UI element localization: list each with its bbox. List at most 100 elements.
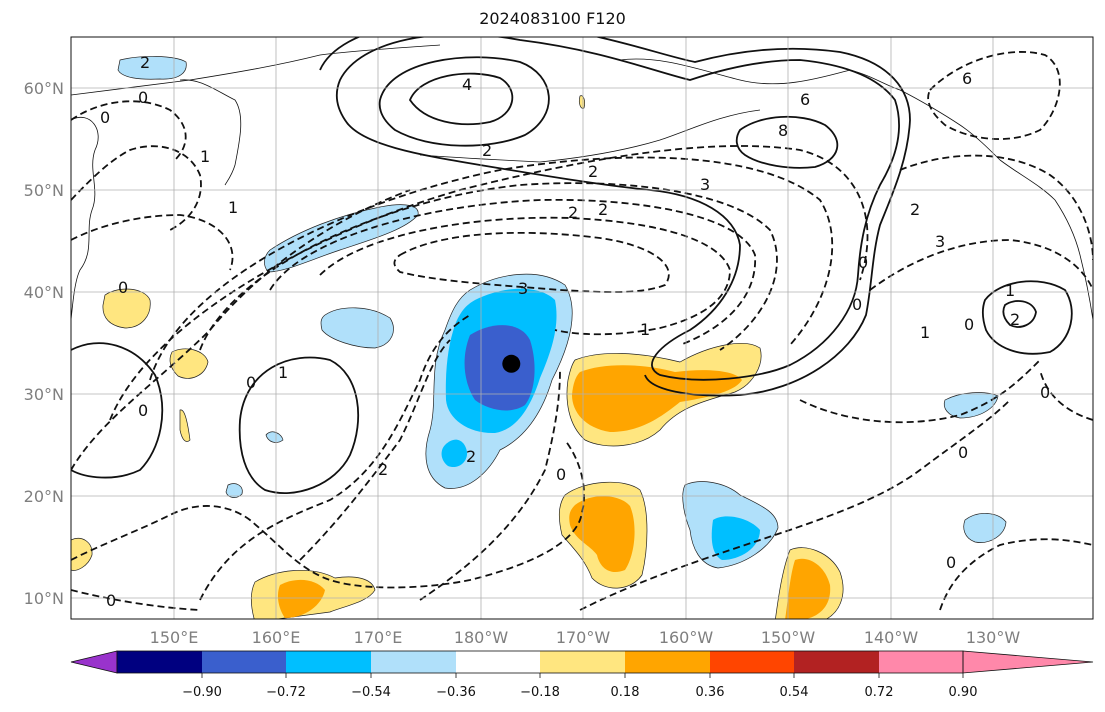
contour-label: 6 — [962, 69, 972, 88]
contour-label: 3 — [700, 175, 710, 194]
contour-label: 0 — [1040, 383, 1050, 402]
contour-label: 1 — [920, 323, 930, 342]
colorbar-extend-max — [962, 650, 1094, 674]
colorbar-tick-label: −0.72 — [266, 685, 306, 700]
colorbar-tick-label: 0.54 — [780, 685, 809, 700]
contour-label: 0 — [106, 591, 116, 610]
colorbar-segment — [710, 651, 794, 673]
contour-label: 4 — [462, 75, 472, 94]
lon-label-150w: 150°W — [761, 628, 816, 647]
contour-label: 2 — [378, 460, 388, 479]
contour-label: 2 — [482, 141, 492, 160]
contour-label: 1 — [278, 363, 288, 382]
colorbar-segment — [371, 651, 456, 673]
lat-label-60n: 60°N — [24, 79, 64, 98]
lat-label-40n: 40°N — [24, 283, 64, 302]
coastline-kamchatka — [179, 79, 242, 186]
colorbar-ticks — [201, 673, 964, 678]
colorbar-segment — [456, 651, 540, 673]
map-frame — [70, 36, 1094, 620]
negative-anomaly-south — [441, 439, 468, 468]
contour-label: 2 — [466, 447, 476, 466]
colorbar-tick-label: 0.18 — [611, 685, 640, 700]
lon-label-130w: 130°W — [966, 628, 1021, 647]
lon-label-150e: 150°E — [150, 628, 199, 647]
contour-label: 0 — [100, 108, 110, 127]
contour-label: 0 — [964, 315, 974, 334]
positive-anomaly-west — [102, 288, 151, 329]
colorbar-tick-label: −0.90 — [182, 685, 222, 700]
coastlines — [71, 44, 1093, 321]
contour-label: 6 — [800, 90, 810, 109]
negative-anomaly-mid — [320, 307, 394, 349]
contour-label: 1 — [1005, 281, 1015, 300]
latitude-labels: 60°N 50°N 40°N 30°N 20°N 10°N — [24, 79, 64, 608]
positive-anomaly-central-core — [572, 365, 742, 432]
graticule — [71, 37, 1093, 619]
lat-label-10n: 10°N — [24, 589, 64, 608]
contour-label: 0 — [246, 373, 256, 392]
lat-label-30n: 30°N — [24, 385, 64, 404]
anomaly-shading — [71, 56, 1007, 619]
contour-label: 0 — [946, 553, 956, 572]
lon-label-160w: 160°W — [659, 628, 714, 647]
positive-anomaly-west-small — [169, 348, 209, 379]
colorbar-segment — [117, 651, 202, 673]
positive-anomaly-tiny-1 — [179, 409, 191, 442]
contour-label: 0 — [556, 465, 566, 484]
lon-label-180w: 180°W — [454, 628, 509, 647]
contour-label: 3 — [935, 232, 945, 251]
contour-label: 0 — [138, 88, 148, 107]
lat-label-50n: 50°N — [24, 181, 64, 200]
contour-label: 0 — [118, 278, 128, 297]
colorbar-segment — [879, 651, 963, 673]
negative-anomaly-tiny-2 — [265, 431, 284, 443]
colorbar-tick-label: 0.72 — [865, 685, 894, 700]
contour-labels: 2 0 0 1 1 0 0 1 0 2 4 2 2 3 2 2 3 6 6 8 … — [100, 53, 1050, 610]
coastline-aleutians — [419, 109, 761, 163]
lon-label-170w: 170°W — [556, 628, 611, 647]
negative-anomaly-hawaii-core — [711, 516, 760, 560]
contour-label: 3 — [518, 279, 528, 298]
positive-anomaly-south-core — [569, 496, 635, 573]
contour-label: 2 — [598, 200, 608, 219]
contour-label: 8 — [778, 121, 788, 140]
lon-label-160e: 160°E — [252, 628, 301, 647]
negative-anomaly-nw — [117, 56, 187, 80]
colorbar-segment — [540, 651, 625, 673]
contour-label: 2 — [1010, 310, 1020, 329]
positive-anomaly-southwest-core — [277, 579, 325, 618]
colorbar-extend-min — [70, 650, 118, 674]
colorbar-segment — [202, 651, 286, 673]
colorbar-tick-label: 0.36 — [696, 685, 725, 700]
contours-solid — [71, 37, 1073, 494]
lon-label-170e: 170°E — [354, 628, 403, 647]
negative-anomaly-strong — [464, 325, 535, 411]
lon-label-140w: 140°W — [864, 628, 919, 647]
negative-anomaly-tiny — [225, 483, 243, 498]
colorbar: −0.90 −0.72 −0.54 −0.36 −0.18 0.18 0.36 … — [70, 650, 1094, 700]
colorbar-tick-label: −0.36 — [436, 685, 476, 700]
positive-anomaly-tiny-2 — [579, 95, 585, 109]
longitude-labels: 150°E 160°E 170°E 180°W 170°W 160°W 150°… — [150, 628, 1021, 647]
contour-label: 1 — [200, 147, 210, 166]
coastline-asia — [71, 117, 99, 321]
colorbar-tick-label: −0.54 — [351, 685, 391, 700]
contour-label: 1 — [228, 198, 238, 217]
positive-anomaly-southeast-core — [785, 558, 831, 619]
contour-label: 0 — [858, 253, 868, 272]
colorbar-tick-label: −0.18 — [520, 685, 560, 700]
storm-center-dot — [502, 354, 521, 373]
contours-dashed — [71, 51, 1093, 611]
colorbar-segment — [625, 651, 710, 673]
contour-label: 2 — [140, 53, 150, 72]
colorbar-tick-label: 0.90 — [949, 685, 978, 700]
colorbar-segment — [794, 651, 879, 673]
negative-anomaly-east — [943, 392, 999, 419]
colorbar-segment — [286, 651, 371, 673]
contour-label: 0 — [852, 295, 862, 314]
contour-label: 0 — [138, 401, 148, 420]
negative-anomaly-southeast — [963, 513, 1007, 543]
contour-label: 2 — [588, 162, 598, 181]
